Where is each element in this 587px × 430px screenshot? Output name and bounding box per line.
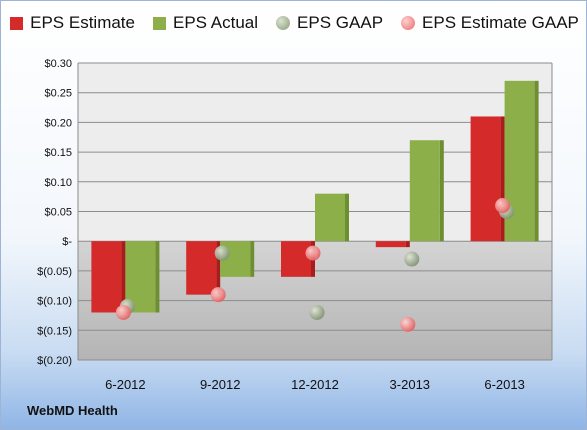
point — [495, 198, 511, 214]
x-tick-label: 9-2012 — [200, 377, 240, 392]
legend-label-eps-actual: EPS Actual — [172, 13, 259, 32]
bar-side-shade — [345, 193, 349, 242]
legend-swatch-eps-estimate-gaap — [401, 16, 416, 30]
legend-eps-actual: EPS Actual — [152, 13, 259, 33]
x-tick-label: 6-2013 — [484, 377, 524, 392]
legend-label-eps-estimate: EPS Estimate — [30, 13, 135, 32]
legend-eps-estimate-gaap: EPS Estimate GAAP — [401, 13, 579, 33]
y-tick-label: $(0.15) — [37, 325, 72, 337]
legend-label-eps-gaap: EPS GAAP — [297, 13, 384, 32]
y-tick-label: $0.25 — [44, 88, 72, 100]
bar-side-shade — [439, 140, 444, 242]
legend-swatch-eps-gaap — [276, 16, 291, 30]
bar — [409, 140, 440, 242]
legend-label-eps-estimate-gaap: EPS Estimate GAAP — [422, 13, 579, 32]
y-tick-label: $0.10 — [44, 177, 72, 189]
y-tick-label: $(0.05) — [37, 266, 72, 278]
legend-swatch-eps-estimate — [10, 16, 24, 30]
bar — [315, 193, 345, 242]
legend-eps-gaap: EPS GAAP — [276, 13, 383, 33]
bar — [470, 116, 501, 242]
x-tick-label: 3-2013 — [390, 377, 430, 392]
bar — [281, 241, 311, 277]
y-tick-label: $(0.20) — [37, 355, 72, 367]
point — [115, 304, 131, 320]
bar-side-shade — [405, 241, 410, 248]
point — [214, 245, 230, 261]
x-tick-label: 6-2012 — [105, 377, 145, 392]
y-tick-label: $(0.10) — [37, 296, 72, 308]
y-tick-label: $0.05 — [44, 207, 72, 219]
bar-side-shade — [121, 241, 126, 313]
bar — [91, 241, 122, 313]
legend-swatch-eps-actual — [152, 16, 166, 30]
y-tick-label: $0.30 — [44, 58, 72, 70]
bar — [375, 241, 406, 248]
point — [400, 316, 416, 332]
bar-side-shade — [500, 116, 505, 242]
x-tick-label: 12-2012 — [291, 377, 339, 392]
y-tick-label: $0.15 — [44, 147, 72, 159]
point — [404, 251, 420, 267]
bar-side-shade — [155, 241, 160, 313]
bar-side-shade — [534, 80, 539, 242]
chart-legend: EPS Estimate EPS Actual EPS GAAP EPS Est… — [1, 9, 586, 37]
bar-side-shade — [216, 241, 221, 295]
legend-eps-estimate: EPS Estimate — [10, 13, 135, 33]
point — [210, 287, 226, 303]
y-tick-label: $0.20 — [44, 117, 72, 129]
point — [309, 304, 325, 320]
point — [305, 245, 321, 261]
bar-side-shade — [250, 241, 255, 277]
company-name: WebMD Health — [27, 403, 118, 418]
y-tick-label: $- — [62, 236, 72, 248]
bar — [186, 241, 217, 295]
